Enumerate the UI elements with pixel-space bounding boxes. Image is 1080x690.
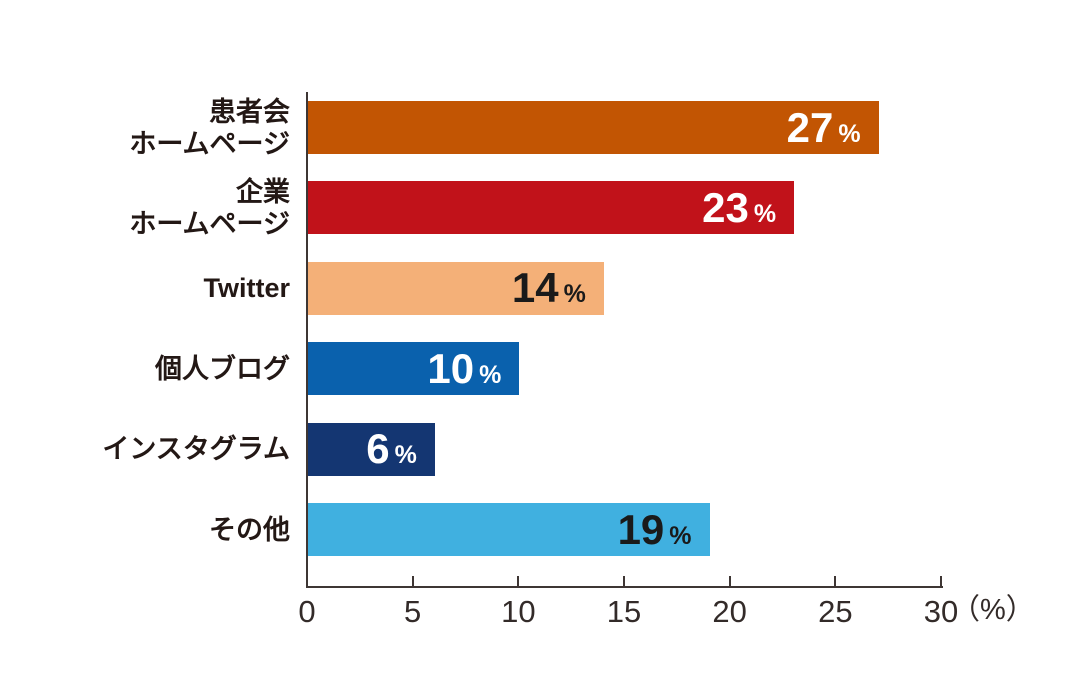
value-label: 6% <box>366 428 435 470</box>
bar: 6% <box>308 422 435 476</box>
category-label-line: 企業 <box>236 176 290 207</box>
x-axis-line <box>306 586 943 588</box>
category-label: 個人ブログ <box>0 342 290 395</box>
category-label: その他 <box>0 503 290 556</box>
category-label-line: ホームページ <box>129 208 290 239</box>
x-axis-tick-label: 5 <box>404 594 422 629</box>
value-label: 10% <box>427 344 519 392</box>
x-axis-tick-label: 15 <box>606 594 642 629</box>
category-label-line: ホームページ <box>129 128 290 159</box>
value-percent-sign: % <box>394 441 417 470</box>
value-label: 27% <box>786 103 879 151</box>
category-label: 患者会 ホームページ <box>0 97 290 159</box>
x-axis-tick <box>623 576 625 586</box>
x-axis-tick <box>834 576 837 586</box>
value-percent-sign: % <box>669 521 692 550</box>
bar: 19% <box>308 503 710 556</box>
value-number: 6 <box>366 425 390 473</box>
value-number: 27 <box>786 103 834 151</box>
value-label: 23% <box>702 183 794 231</box>
category-label-line: 個人ブログ <box>155 353 290 384</box>
bar: 23% <box>308 181 795 235</box>
value-number: 19 <box>617 505 665 553</box>
category-label-line: インスタグラム <box>102 434 290 465</box>
value-number: 14 <box>511 264 559 312</box>
category-label: インスタグラム <box>0 423 290 476</box>
x-axis-tick-label: 20 <box>712 594 747 629</box>
value-percent-sign: % <box>753 199 777 228</box>
value-label: 19% <box>617 505 710 553</box>
value-percent-sign: % <box>563 280 586 309</box>
y-axis-line <box>306 92 308 588</box>
category-label-line: その他 <box>209 514 290 545</box>
category-label-line: Twitter <box>203 273 291 304</box>
x-axis-tick-label: 25 <box>818 594 853 629</box>
x-axis-tick-label: 10 <box>501 594 536 629</box>
value-number: 23 <box>702 183 749 231</box>
x-axis-tick <box>728 576 731 586</box>
category-label-line: 患者会 <box>209 96 290 127</box>
bar: 27% <box>308 101 879 154</box>
category-label: 企業 ホームページ <box>0 177 290 239</box>
x-axis-tick-label: 0 <box>298 594 316 629</box>
value-label: 14% <box>512 267 604 309</box>
x-axis-tick <box>517 576 520 586</box>
value-percent-sign: % <box>479 360 502 389</box>
x-axis-tick-label: 30 <box>923 594 959 629</box>
category-label: Twitter <box>0 262 291 315</box>
bar: 14% <box>308 261 604 315</box>
bar: 10% <box>308 342 520 396</box>
x-axis-tick <box>940 576 942 586</box>
x-axis-tick <box>411 576 414 586</box>
value-number: 10 <box>427 344 475 392</box>
axis-unit-label: （%） <box>951 594 1035 626</box>
value-percent-sign: % <box>838 119 861 148</box>
